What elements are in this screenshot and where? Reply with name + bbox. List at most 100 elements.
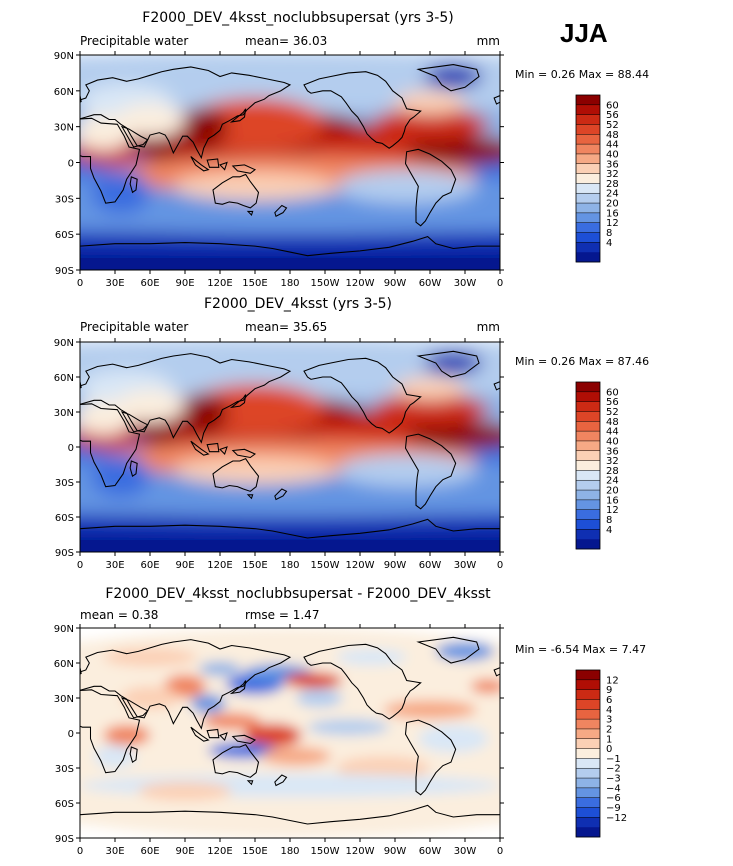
panel-2: F2000_DEV_4ksst (yrs 3-5) Precipitable wa…	[54, 296, 649, 571]
lon-tick-label: 90W	[384, 560, 407, 571]
lon-tick-label: 0	[497, 560, 503, 571]
field-region	[295, 688, 343, 708]
field-region	[260, 747, 331, 766]
colorbar-label: 24	[606, 476, 619, 487]
colorbar-label: 6	[606, 695, 612, 706]
lon-tick-label: 30E	[105, 278, 124, 289]
colorbar-box	[576, 519, 600, 530]
colorbar-box	[576, 222, 600, 233]
colorbar-box	[576, 787, 600, 799]
colorbar-label: −9	[606, 803, 621, 814]
lon-tick-label: 0	[77, 278, 83, 289]
colorbar-label: 48	[606, 130, 619, 141]
field-region	[371, 393, 489, 426]
map-field	[80, 55, 500, 270]
colorbar-box	[576, 539, 600, 550]
polar-band	[80, 258, 500, 270]
colorbar-label: 16	[606, 208, 619, 219]
colorbar-box	[576, 114, 600, 125]
colorbar-box	[576, 232, 600, 243]
lon-tick-label: 60W	[419, 560, 442, 571]
field-region	[115, 389, 185, 423]
lat-tick-label: 90N	[54, 624, 74, 635]
field-region	[371, 107, 489, 141]
colorbar-box	[576, 797, 600, 808]
lat-tick-label: 0	[68, 443, 74, 454]
lat-tick-label: 30S	[55, 764, 74, 775]
colorbar-box	[576, 490, 600, 501]
field-region	[176, 393, 229, 431]
field-region	[173, 456, 337, 485]
field-region	[395, 90, 465, 115]
lon-tick-label: 90W	[384, 278, 407, 289]
panel-units: mm	[477, 320, 500, 334]
colorbar-label: 0	[606, 744, 612, 755]
field-region	[103, 724, 150, 746]
colorbar-box	[576, 242, 600, 253]
lon-tick-label: 150E	[242, 846, 267, 857]
panel-title: F2000_DEV_4ksst_noclubbsupersat - F2000_…	[105, 586, 491, 602]
field-region	[395, 377, 465, 401]
colorbar-label: 4	[606, 525, 612, 536]
colorbar-box	[576, 670, 600, 681]
panel-left-label: Precipitable water	[80, 320, 188, 334]
lat-tick-label: 60S	[55, 230, 74, 241]
colorbar-label: −12	[606, 813, 627, 824]
field-region	[243, 723, 302, 747]
colorbar-box	[576, 699, 600, 710]
colorbar-label: 1	[606, 734, 612, 745]
lon-tick-label: 150W	[311, 846, 340, 857]
field-region	[190, 694, 226, 714]
colorbar-label: 60	[606, 100, 619, 111]
field-region	[103, 647, 197, 667]
colorbar-label: 20	[606, 199, 619, 210]
lon-tick-label: 120E	[207, 278, 232, 289]
colorbar-box	[576, 173, 600, 184]
lon-tick-label: 120W	[346, 560, 375, 571]
season-label: JJA	[560, 18, 608, 48]
colorbar-box	[576, 778, 600, 789]
colorbar-box	[576, 440, 600, 452]
colorbar-box	[576, 163, 600, 174]
colorbar-box	[576, 758, 600, 769]
lat-tick-label: 60S	[55, 513, 74, 524]
colorbar-label: 20	[606, 486, 619, 497]
colorbar-label: 52	[606, 407, 619, 418]
colorbar-label: 56	[606, 397, 619, 408]
field-region	[284, 672, 343, 689]
colorbar-box	[576, 728, 600, 740]
colorbar-box	[576, 95, 600, 106]
field-region	[80, 231, 500, 256]
colorbar-box	[576, 807, 600, 818]
lon-tick-label: 120E	[207, 560, 232, 571]
colorbar-label: 36	[606, 446, 619, 457]
colorbar-label: 12	[606, 218, 619, 229]
colorbar-label: 2	[606, 724, 612, 735]
colorbar-frame	[575, 669, 601, 838]
lon-tick-label: 120W	[346, 846, 375, 857]
colorbar-label: 12	[606, 675, 619, 686]
field-region	[91, 455, 150, 498]
panel-3: F2000_DEV_4ksst_noclubbsupersat - F2000_…	[54, 586, 646, 857]
colorbar-box	[576, 411, 600, 422]
lon-tick-label: 180	[280, 846, 299, 857]
colorbar-box	[576, 679, 600, 690]
lon-tick-label: 60E	[140, 278, 159, 289]
field-region	[336, 454, 477, 487]
colorbar-label: −1	[606, 754, 621, 765]
panel-center-label: mean= 36.03	[245, 34, 327, 48]
panel-units: mm	[477, 34, 500, 48]
lon-tick-label: 60W	[419, 278, 442, 289]
panel-center-label: mean= 35.65	[245, 320, 327, 334]
lat-tick-label: 30N	[54, 123, 74, 134]
lon-tick-label: 120E	[207, 846, 232, 857]
lat-tick-label: 0	[68, 159, 74, 170]
colorbar-box	[576, 391, 600, 402]
lon-tick-label: 0	[77, 846, 83, 857]
field-region	[173, 172, 337, 201]
colorbar-box	[576, 827, 600, 838]
colorbar-label: 60	[606, 387, 619, 398]
panel-center-label: rmse = 1.47	[245, 608, 319, 622]
